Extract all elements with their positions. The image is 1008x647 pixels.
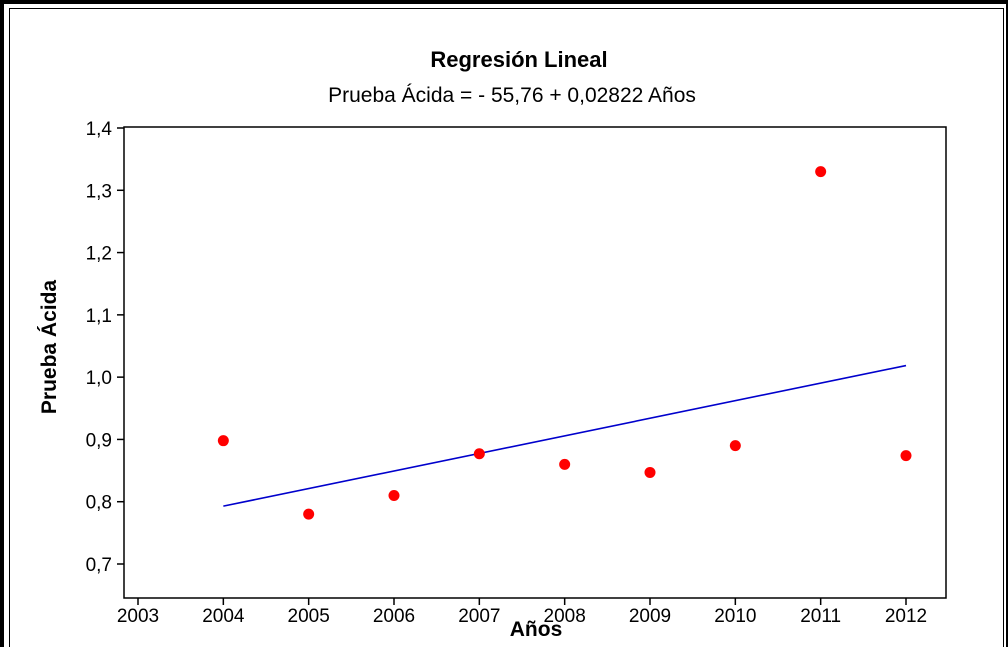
y-tick-label: 1,1 (86, 306, 112, 327)
data-point (559, 458, 571, 470)
x-tick-label: 2012 (885, 606, 927, 627)
plot-area (123, 126, 947, 599)
inner-frame (9, 8, 1004, 647)
x-tick-label: 2007 (458, 606, 500, 627)
x-tick-label: 2011 (800, 606, 841, 627)
data-point (900, 450, 912, 462)
x-tick-label: 2009 (629, 606, 671, 627)
data-point (729, 440, 741, 452)
y-tick-label: 1,3 (86, 181, 112, 202)
data-points (217, 166, 912, 520)
y-tick-label: 1,0 (86, 368, 112, 389)
x-tick-label: 2006 (373, 606, 415, 627)
data-point (388, 489, 400, 501)
chart-title: Regresión Lineal (430, 47, 607, 72)
data-point (473, 448, 485, 460)
y-tick-label: 1,2 (86, 244, 112, 265)
data-point (644, 466, 656, 478)
x-tick-label: 2004 (202, 606, 245, 627)
data-point (815, 166, 827, 178)
x-tick-label: 2008 (544, 606, 586, 627)
y-tick-label: 0,7 (86, 555, 112, 576)
data-point (303, 508, 315, 520)
y-tick-label: 1,4 (86, 119, 113, 140)
x-tick-label: 2003 (117, 606, 159, 627)
x-axis: 2003 2004 2005 2006 2007 2008 2009 2010 2011 2012 (117, 598, 927, 627)
fit-line-group (223, 364, 907, 507)
y-axis: 0,7 0,8 0,9 1,0 1,1 1,2 1,3 1,4 (86, 119, 124, 576)
y-tick-label: 0,8 (86, 493, 112, 514)
x-axis-label: Años (510, 618, 563, 641)
chart-subtitle: Prueba Ácida = - 55,76 + 0,02822 Años (328, 84, 696, 107)
x-tick-label: 2005 (288, 606, 330, 627)
y-tick-label: 0,9 (86, 430, 112, 451)
y-axis-label: Prueba Ácida (38, 280, 61, 415)
data-point (217, 435, 229, 447)
fit-line (223, 364, 907, 507)
x-tick-label: 2010 (714, 606, 756, 627)
